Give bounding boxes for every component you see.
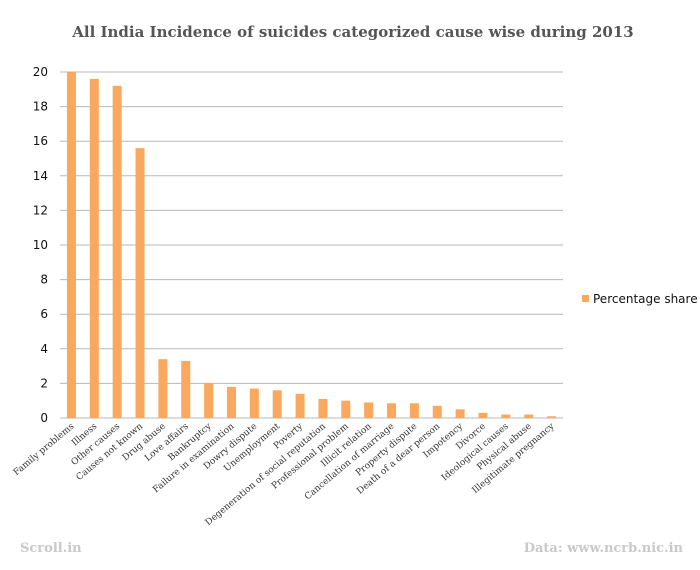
x-tick-label: Family problems: [12, 421, 77, 478]
y-tick-label: 10: [33, 238, 48, 252]
bars: [66, 72, 557, 419]
bar: [455, 409, 465, 418]
bar: [318, 398, 328, 418]
y-tick-label: 0: [40, 411, 48, 425]
bar: [387, 403, 397, 418]
bar: [341, 400, 351, 418]
footer-source-right: Data: www.ncrb.nic.in: [524, 541, 684, 556]
bar: [295, 393, 305, 418]
y-tick-label: 2: [40, 376, 48, 390]
bar: [226, 386, 236, 418]
y-tick-label: 4: [40, 342, 48, 356]
bar: [272, 390, 282, 418]
bar: [432, 405, 442, 418]
bar: [135, 148, 145, 418]
y-tick-label: 16: [33, 134, 48, 148]
y-axis: 0 2 4 6 8 10 12 14 16 18 20: [33, 65, 48, 425]
legend: Percentage share: [582, 292, 698, 306]
bar: [501, 414, 511, 418]
bar: [112, 85, 122, 418]
y-tick-label: 6: [40, 307, 48, 321]
footer-source-left: Scroll.in: [20, 541, 82, 556]
bar: [158, 359, 168, 418]
bar: [409, 403, 419, 418]
y-tick-label: 18: [33, 100, 48, 114]
bar: [524, 414, 534, 418]
bar: [204, 383, 214, 418]
y-tick-label: 20: [33, 65, 48, 79]
legend-swatch: [582, 295, 589, 302]
bar: [249, 388, 259, 418]
bar: [66, 72, 76, 418]
bar: [364, 402, 374, 418]
bar: [478, 412, 488, 418]
chart-title: All India Incidence of suicides categori…: [71, 23, 634, 41]
y-tick-label: 14: [33, 169, 48, 183]
y-tick-label: 8: [40, 273, 48, 287]
bar: [89, 78, 99, 419]
bar: [181, 360, 191, 418]
bar: [547, 416, 557, 418]
legend-label: Percentage share: [593, 292, 698, 306]
gridlines: [60, 71, 563, 419]
y-tick-label: 12: [33, 203, 48, 217]
